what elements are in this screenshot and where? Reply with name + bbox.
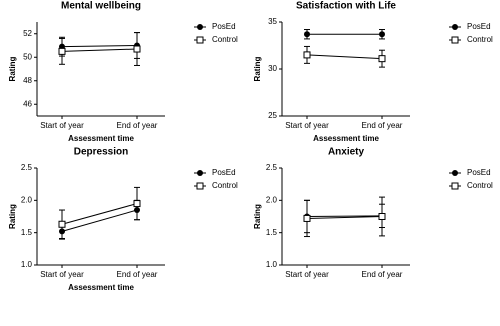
y-tick-label: 48 bbox=[23, 76, 32, 85]
point bbox=[303, 51, 311, 59]
legend-marker bbox=[196, 36, 204, 44]
legend-marker bbox=[452, 170, 458, 176]
legend-label: PosEd bbox=[467, 22, 491, 31]
x-axis-title: Assessment time bbox=[313, 134, 379, 143]
legend-label: Control bbox=[467, 181, 493, 190]
y-tick-label: 1.0 bbox=[266, 260, 278, 269]
y-axis-title: Rating bbox=[8, 204, 17, 229]
legend-marker bbox=[197, 170, 203, 176]
legend-label: PosEd bbox=[212, 22, 236, 31]
y-tick-label: 52 bbox=[23, 29, 32, 38]
series-line bbox=[61, 48, 138, 52]
legend-label: Control bbox=[212, 181, 238, 190]
point bbox=[378, 55, 386, 63]
point bbox=[379, 31, 385, 38]
legend-label: Control bbox=[467, 35, 493, 44]
x-tick-label: Start of year bbox=[40, 270, 84, 279]
chart-title: Satisfaction with Life bbox=[296, 1, 396, 12]
x-tick-label: Start of year bbox=[285, 270, 329, 279]
y-tick-label: 1.0 bbox=[21, 260, 33, 269]
series-line bbox=[306, 215, 383, 217]
y-tick-label: 1.5 bbox=[266, 228, 278, 237]
point bbox=[133, 45, 141, 53]
y-axis-title: Rating bbox=[8, 56, 17, 81]
y-tick-label: 50 bbox=[23, 52, 32, 61]
series-line bbox=[61, 45, 138, 48]
y-tick-label: 2.0 bbox=[21, 195, 33, 204]
x-tick-label: End of year bbox=[117, 270, 158, 279]
legend-marker bbox=[197, 24, 203, 30]
y-tick-label: 35 bbox=[268, 17, 277, 26]
x-tick-label: Start of year bbox=[40, 121, 84, 130]
x-tick-label: End of year bbox=[362, 270, 403, 279]
y-tick-label: 2.5 bbox=[266, 163, 278, 172]
legend-label: Control bbox=[212, 35, 238, 44]
legend-marker bbox=[196, 182, 204, 190]
x-axis-title: Assessment time bbox=[68, 283, 134, 292]
x-axis-title: Assessment time bbox=[68, 134, 134, 143]
y-axis-title: Rating bbox=[253, 56, 262, 81]
series-line bbox=[61, 203, 138, 225]
x-tick-label: End of year bbox=[362, 121, 403, 130]
series-line bbox=[306, 54, 383, 60]
chart-title: Mental wellbeing bbox=[61, 1, 141, 12]
series-line bbox=[61, 209, 138, 232]
y-tick-label: 46 bbox=[23, 99, 32, 108]
y-tick-label: 2.5 bbox=[21, 163, 33, 172]
point bbox=[378, 213, 386, 220]
legend-label: PosEd bbox=[467, 168, 491, 177]
point bbox=[58, 47, 66, 55]
point bbox=[304, 31, 310, 38]
y-tick-label: 1.5 bbox=[21, 228, 33, 237]
point bbox=[303, 214, 311, 222]
y-tick-label: 2.0 bbox=[266, 195, 278, 204]
legend-label: PosEd bbox=[212, 168, 236, 177]
y-tick-label: 25 bbox=[268, 111, 277, 120]
point bbox=[58, 220, 66, 228]
x-tick-label: Start of year bbox=[285, 121, 329, 130]
point bbox=[133, 200, 141, 208]
series-line bbox=[306, 216, 383, 219]
legend-marker bbox=[452, 24, 458, 30]
x-tick-label: End of year bbox=[117, 121, 158, 130]
legend-marker bbox=[451, 36, 459, 44]
y-axis-title: Rating bbox=[253, 204, 262, 229]
chart-title: Anxiety bbox=[328, 147, 365, 158]
y-tick-label: 30 bbox=[268, 64, 277, 73]
legend-marker bbox=[451, 182, 459, 190]
chart-title: Depression bbox=[74, 147, 128, 158]
